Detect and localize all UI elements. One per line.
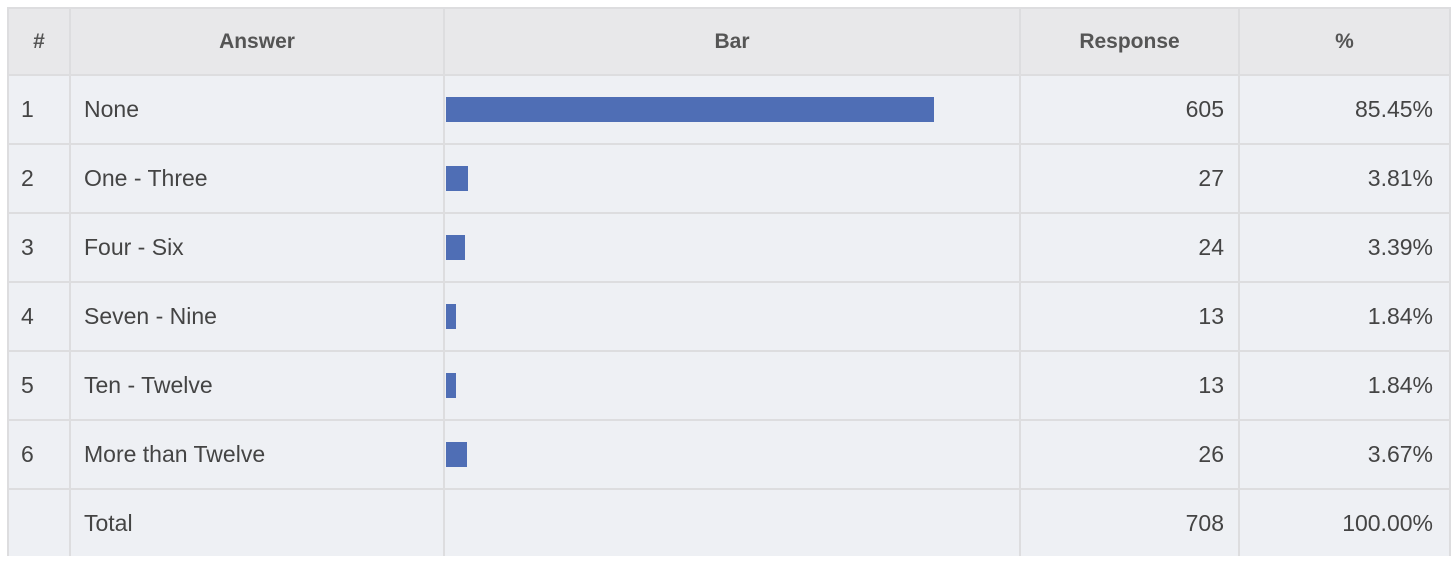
response-count: 27 bbox=[1019, 143, 1240, 214]
response-percent: 3.39% bbox=[1238, 212, 1451, 283]
table-row: 5 Ten - Twelve 13 1.84% bbox=[7, 350, 1451, 421]
total-label: Total bbox=[69, 488, 445, 556]
answer-label: More than Twelve bbox=[69, 419, 445, 490]
response-count: 13 bbox=[1019, 350, 1240, 421]
row-number: 5 bbox=[7, 350, 71, 421]
table-body: 1 None 605 85.45% 2 One - Three 27 3.81% 3 Four -… bbox=[7, 74, 1451, 490]
bar-mark bbox=[446, 235, 465, 260]
header-row: # Answer Bar Response % bbox=[7, 7, 1451, 76]
table-row: 2 One - Three 27 3.81% bbox=[7, 143, 1451, 214]
total-bar-cell bbox=[443, 488, 1021, 556]
row-number: 1 bbox=[7, 74, 71, 145]
row-number: 2 bbox=[7, 143, 71, 214]
header-response[interactable]: Response bbox=[1019, 7, 1240, 76]
bar-mark bbox=[446, 166, 468, 191]
total-row: Total 708 100.00% bbox=[7, 488, 1451, 556]
row-number: 4 bbox=[7, 281, 71, 352]
bar-cell bbox=[443, 281, 1021, 352]
header-percent[interactable]: % bbox=[1238, 7, 1451, 76]
bar-mark bbox=[446, 304, 456, 329]
bar-cell bbox=[443, 143, 1021, 214]
row-number: 3 bbox=[7, 212, 71, 283]
header-answer[interactable]: Answer bbox=[69, 7, 445, 76]
response-count: 26 bbox=[1019, 419, 1240, 490]
header-number[interactable]: # bbox=[7, 7, 71, 76]
table-row: 4 Seven - Nine 13 1.84% bbox=[7, 281, 1451, 352]
bar-cell bbox=[443, 419, 1021, 490]
answer-label: Seven - Nine bbox=[69, 281, 445, 352]
bar-cell bbox=[443, 74, 1021, 145]
response-table-container: # Answer Bar Response % 1 None 605 85.45% 2 O… bbox=[7, 7, 1451, 556]
answer-label: None bbox=[69, 74, 445, 145]
response-percent: 1.84% bbox=[1238, 281, 1451, 352]
answer-label: Four - Six bbox=[69, 212, 445, 283]
bar-cell bbox=[443, 350, 1021, 421]
total-number-cell bbox=[7, 488, 71, 556]
response-percent: 1.84% bbox=[1238, 350, 1451, 421]
response-count: 605 bbox=[1019, 74, 1240, 145]
response-percent: 3.81% bbox=[1238, 143, 1451, 214]
answer-label: Ten - Twelve bbox=[69, 350, 445, 421]
answer-label: One - Three bbox=[69, 143, 445, 214]
response-percent: 85.45% bbox=[1238, 74, 1451, 145]
bar-mark bbox=[446, 97, 934, 122]
bar-cell bbox=[443, 212, 1021, 283]
table-row: 3 Four - Six 24 3.39% bbox=[7, 212, 1451, 283]
bar-mark bbox=[446, 373, 456, 398]
response-count: 24 bbox=[1019, 212, 1240, 283]
total-percent: 100.00% bbox=[1238, 488, 1451, 556]
response-count: 13 bbox=[1019, 281, 1240, 352]
table-row: 1 None 605 85.45% bbox=[7, 74, 1451, 145]
response-table: # Answer Bar Response % 1 None 605 85.45% 2 O… bbox=[7, 7, 1451, 556]
bar-mark bbox=[446, 442, 467, 467]
header-bar[interactable]: Bar bbox=[443, 7, 1021, 76]
table-row: 6 More than Twelve 26 3.67% bbox=[7, 419, 1451, 490]
response-percent: 3.67% bbox=[1238, 419, 1451, 490]
total-response: 708 bbox=[1019, 488, 1240, 556]
row-number: 6 bbox=[7, 419, 71, 490]
